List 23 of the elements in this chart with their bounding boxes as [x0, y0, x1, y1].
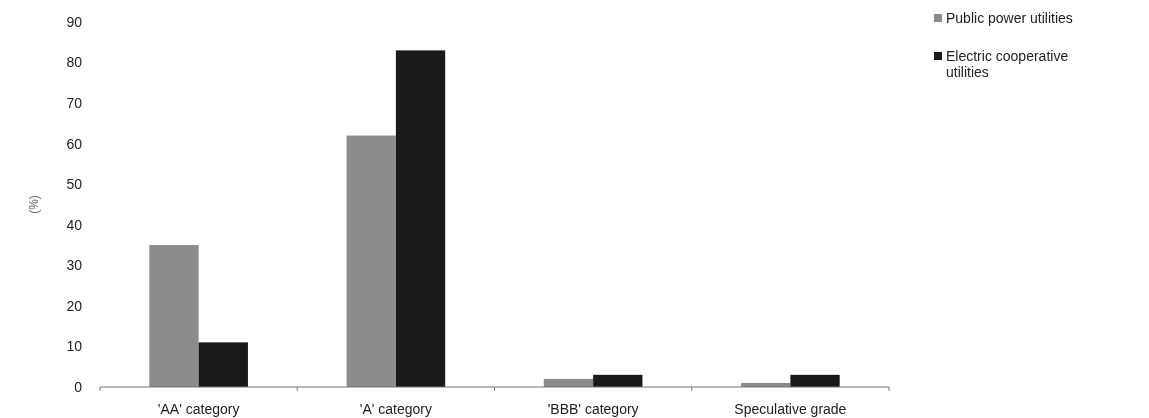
- bar: [198, 342, 248, 387]
- x-tick-label: 'A' category: [359, 401, 433, 417]
- y-tick-label: 20: [66, 297, 83, 314]
- y-tick-label: 60: [66, 135, 83, 152]
- legend-label: Public power utilities: [946, 10, 1073, 26]
- bar: [790, 374, 840, 387]
- bar: [149, 245, 199, 387]
- x-tick-label: Speculative grade: [734, 401, 847, 417]
- y-tick-label: 10: [66, 338, 83, 355]
- y-tick-label: 30: [66, 257, 83, 274]
- y-tick-label: 90: [66, 13, 83, 30]
- y-tick-label: 50: [66, 176, 83, 193]
- bar: [346, 135, 396, 387]
- y-tick-label: 80: [66, 54, 83, 71]
- x-tick-label: 'AA' category: [157, 401, 240, 417]
- y-tick-label: 70: [66, 95, 83, 112]
- x-tick-label: 'BBB' category: [547, 401, 639, 417]
- y-tick-label: 40: [66, 216, 83, 233]
- bar: [395, 50, 446, 387]
- y-tick-label: 0: [74, 378, 83, 395]
- bar: [593, 374, 643, 387]
- legend-label: Electric cooperative utilities: [946, 48, 1069, 80]
- y-axis-title: (%): [27, 195, 41, 214]
